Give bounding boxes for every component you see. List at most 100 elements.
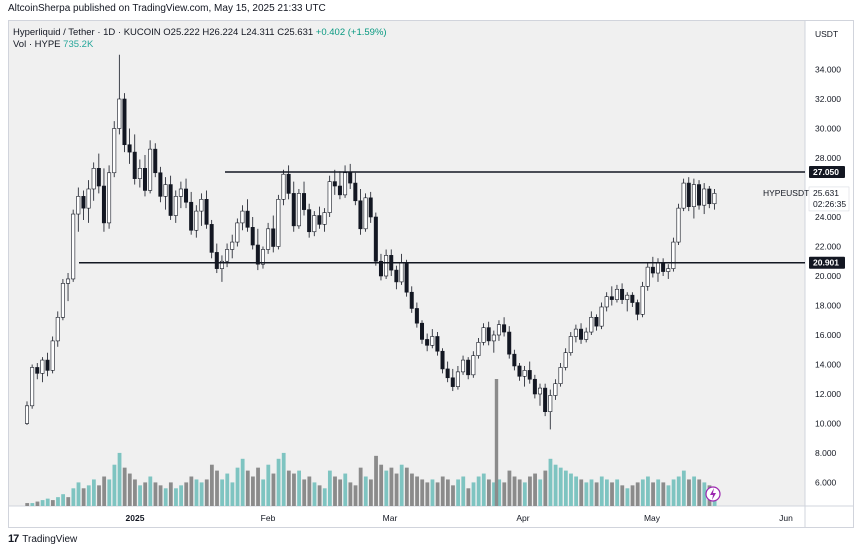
volume-bar — [656, 479, 661, 506]
candle — [81, 190, 86, 220]
candle-body — [214, 252, 219, 269]
candle — [163, 177, 168, 210]
candle — [537, 383, 542, 406]
candle — [153, 143, 158, 178]
candle-body — [532, 378, 537, 395]
candle — [394, 265, 399, 290]
candle-body — [45, 359, 50, 371]
volume-bar — [599, 476, 604, 506]
volume-bar — [292, 473, 296, 506]
volume-bar — [476, 476, 481, 506]
candle — [697, 180, 702, 210]
candle-body — [655, 262, 660, 274]
candle-body — [163, 184, 168, 197]
candle-body — [614, 288, 619, 300]
volume-bar — [107, 479, 112, 506]
volume-bar — [553, 464, 558, 506]
volume-bar — [604, 479, 609, 506]
volume-bar — [646, 476, 650, 506]
candle — [317, 206, 322, 229]
candle — [184, 178, 189, 209]
volume-bar — [466, 488, 471, 506]
candle — [512, 349, 517, 371]
candle-body — [281, 173, 286, 200]
candle-body — [255, 244, 260, 265]
candle — [322, 208, 327, 232]
candle-body — [368, 197, 373, 218]
candle-body — [373, 216, 378, 262]
candle-body — [420, 322, 425, 340]
candle — [219, 255, 224, 282]
candle — [107, 165, 112, 229]
candle-body — [573, 328, 578, 337]
candle — [573, 324, 578, 343]
candle — [414, 302, 419, 328]
candle-body — [686, 182, 691, 207]
volume-bar — [133, 479, 137, 506]
price-tick-label: 12.000 — [815, 389, 841, 399]
candle-body — [153, 148, 158, 174]
candle — [101, 168, 106, 232]
volume-bar — [384, 470, 389, 506]
candle-body — [579, 328, 584, 340]
bolt-icon[interactable] — [705, 486, 721, 502]
candle-body — [640, 286, 645, 315]
candle-body — [548, 395, 553, 413]
candle-body — [199, 199, 204, 212]
candle-body — [384, 255, 389, 277]
candle — [245, 199, 250, 232]
candle — [466, 357, 471, 380]
volume-bar — [410, 473, 414, 506]
candle — [250, 217, 255, 250]
candle — [276, 194, 281, 250]
candle-body — [676, 207, 681, 243]
candle-body — [332, 181, 337, 187]
candle-body — [461, 359, 466, 373]
candle-body — [517, 365, 522, 377]
volume-bar — [445, 479, 450, 506]
time-tick-label: Jun — [779, 513, 793, 523]
volume-bar — [451, 485, 455, 506]
candle — [296, 188, 301, 229]
volume-bar — [522, 482, 527, 506]
volume-bar — [379, 464, 384, 506]
candle — [594, 314, 599, 331]
volume-bar — [494, 379, 499, 506]
chart-frame[interactable]: Hyperliquid / Tether · 1D · KUCOIN O25.2… — [8, 20, 854, 528]
candle-body — [286, 173, 291, 194]
volume-bar — [25, 503, 30, 506]
volume-bar — [343, 473, 348, 506]
candle — [450, 368, 455, 392]
legend-ohlc-row: Hyperliquid / Tether · 1D · KUCOIN O25.2… — [13, 27, 387, 39]
candle — [204, 190, 209, 229]
candle-body — [302, 193, 307, 210]
candle-body — [71, 213, 76, 280]
volume-bar — [56, 497, 60, 506]
volume-bar — [702, 482, 707, 506]
price-tick-label: 34.000 — [815, 65, 841, 75]
time-tick-label: Mar — [383, 513, 398, 523]
volume-bar — [538, 479, 543, 506]
volume-bar — [487, 479, 491, 506]
price-chart[interactable]: USDT 27.050 20.901 34.000 32.000 30.000 28.0… — [9, 21, 853, 527]
level-price-tag — [809, 256, 845, 269]
price-tick-label: 30.000 — [815, 124, 841, 134]
candle-body — [630, 294, 635, 303]
currency-label: USDT — [815, 29, 838, 39]
volume-bar — [117, 452, 122, 506]
volume-bar — [261, 479, 266, 506]
volume-bar — [35, 501, 40, 506]
volume-bar — [61, 494, 66, 506]
candle-body — [194, 210, 199, 231]
price-tick-label: 24.000 — [815, 212, 841, 222]
candle-body — [81, 196, 86, 209]
volume-bar — [348, 482, 353, 506]
level-price-label: 20.901 — [813, 258, 839, 268]
candle — [625, 292, 630, 312]
volume-bar — [687, 479, 691, 506]
candle — [24, 401, 29, 425]
candle — [358, 188, 363, 235]
candle-body — [445, 368, 450, 379]
volume-bar — [610, 482, 614, 506]
candle-body — [76, 196, 81, 215]
